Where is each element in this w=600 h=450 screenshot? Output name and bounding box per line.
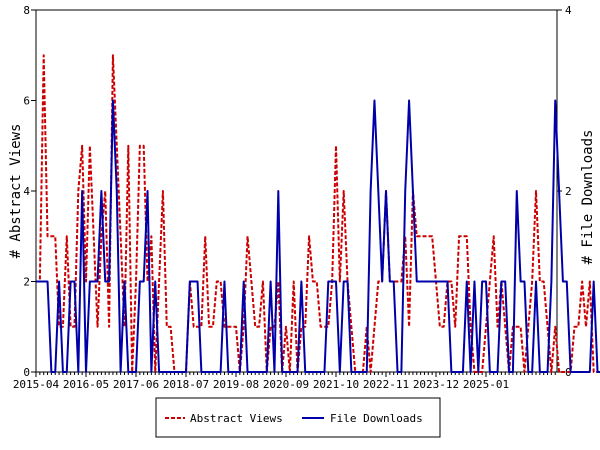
left-axis-tick-label: 4 bbox=[23, 185, 30, 198]
right-axis-tick-label: 4 bbox=[565, 4, 572, 17]
left-axis-tick-label: 0 bbox=[23, 366, 30, 379]
right-axis-title: # File Downloads bbox=[580, 130, 596, 265]
x-axis-tick-label: 2015-04 bbox=[13, 378, 60, 391]
legend-label-file-downloads: File Downloads bbox=[330, 412, 423, 425]
x-axis-tick-label: 2025-01 bbox=[463, 378, 509, 391]
x-axis-tick-label: 2019-08 bbox=[213, 378, 259, 391]
legend: Abstract Views File Downloads bbox=[155, 397, 441, 438]
left-axis-tick-label: 6 bbox=[23, 95, 30, 108]
series-file-downloads-line bbox=[36, 99, 600, 373]
legend-label-abstract-views: Abstract Views bbox=[190, 412, 283, 425]
x-axis-tick-label: 2022-11 bbox=[363, 378, 409, 391]
legend-box bbox=[155, 397, 441, 438]
x-axis-tick-label: 2021-10 bbox=[313, 378, 359, 391]
x-axis-tick-label: 2017-06 bbox=[113, 378, 159, 391]
left-axis-title: # Abstract Views bbox=[8, 124, 24, 259]
x-axis-tick-label: 2020-09 bbox=[263, 378, 309, 391]
series-layer bbox=[36, 54, 600, 373]
x-axis-tick-label: 2016-05 bbox=[63, 378, 109, 391]
right-axis-tick-label: 2 bbox=[565, 185, 572, 198]
x-axis-tick-label: 2023-12 bbox=[413, 378, 459, 391]
left-axis-tick-label: 8 bbox=[23, 4, 30, 17]
left-axis-tick-label: 2 bbox=[23, 276, 30, 289]
x-axis-tick-label: 2018-07 bbox=[163, 378, 209, 391]
